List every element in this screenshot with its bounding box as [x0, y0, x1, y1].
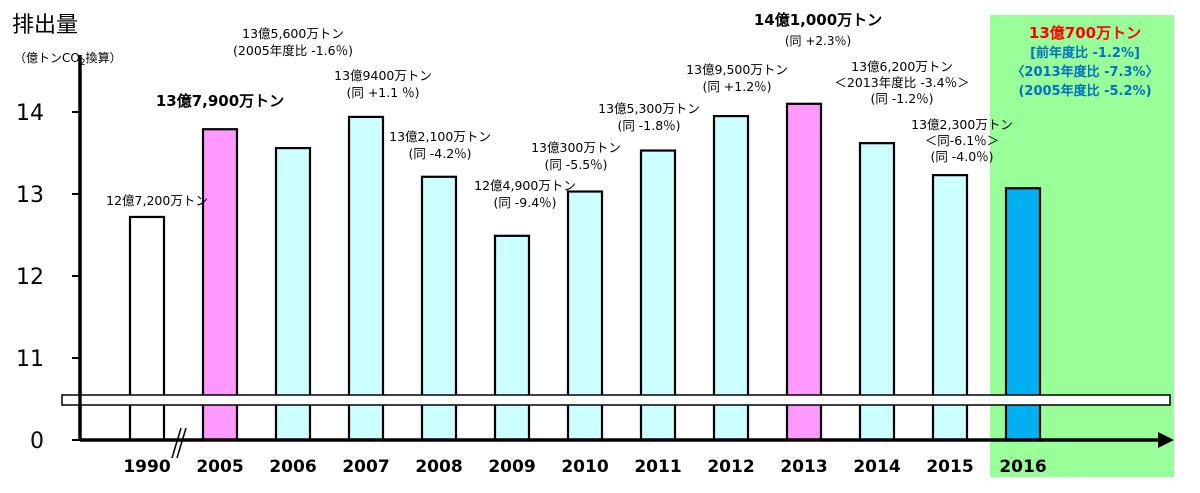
bar-2011	[639, 149, 677, 442]
annotation-2014-line-1: ＜2013年度比 -3.4％＞	[834, 75, 969, 90]
bar-2006	[274, 146, 312, 442]
annotation-2011-line-0: 13億5,300万トン	[598, 101, 700, 116]
annotation-2012-line-0: 13億9,500万トン	[686, 62, 788, 77]
x-tick-label-2007: 2007	[342, 457, 389, 477]
x-tick-label-2010: 2010	[561, 457, 608, 477]
unit-label: （億トンCO2換算）	[14, 50, 122, 68]
annotation-2014-line-2: (同 -1.2％)	[870, 91, 933, 106]
x-tick-label-2011: 2011	[634, 457, 681, 477]
x-tick-label-2008: 2008	[415, 457, 462, 477]
annotation-2016-line-0: 13億700万トン	[1029, 24, 1141, 42]
annotation-2007-line-1: (同 +1.1 ％)	[346, 85, 419, 100]
bar-2013	[785, 102, 823, 442]
annotation-2015-line-2: (同 -4.0％)	[930, 149, 993, 164]
x-tick-label-2015: 2015	[926, 457, 973, 477]
bar-2009	[493, 234, 531, 442]
axis-break-band	[61, 394, 1171, 406]
x-tick-label-2016: 2016	[999, 457, 1046, 477]
y-tick-label: 12	[16, 265, 44, 290]
annotation-2016-line-3: (2005年度比 -5.2%)	[1018, 83, 1151, 99]
annotation-2016-line-1: [前年度比 -1.2%]	[1030, 45, 1140, 61]
annotation-2009-line-1: (同 -9.4％)	[493, 195, 556, 210]
x-tick-label-2009: 2009	[488, 457, 535, 477]
annotation-2010-line-1: (同 -5.5％)	[544, 157, 607, 172]
chart-title: 排出量	[12, 13, 78, 38]
x-axis-arrowhead	[1158, 432, 1174, 448]
bar-2007	[347, 115, 385, 442]
bar-2005	[201, 128, 239, 442]
axis-break-mark	[171, 427, 187, 459]
annotation-2015-line-0: 13億2,300万トン	[911, 117, 1013, 132]
annotation-2006-line-0: 13億5,600万トン	[242, 26, 344, 41]
annotation-2015-line-1: ＜同-6.1％＞	[925, 133, 999, 148]
x-tick-label-1990: 1990	[123, 457, 170, 477]
annotation-2011-line-1: (同 -1.8％)	[617, 118, 680, 133]
annotation-2005-line-0: 13億7,900万トン	[156, 92, 284, 110]
annotation-2010-line-0: 13億300万トン	[531, 140, 621, 155]
annotation-2008-line-1: (同 -4.2％)	[408, 146, 471, 161]
bar-1990	[128, 215, 166, 442]
annotation-2014-line-0: 13億6,200万トン	[851, 59, 953, 74]
x-tick-label-2006: 2006	[269, 457, 316, 477]
y-tick-label: 11	[16, 347, 44, 372]
x-tick-label-2005: 2005	[196, 457, 243, 477]
y-tick-label: 13	[16, 183, 44, 208]
bar-2012	[712, 114, 750, 442]
x-tick-label-2014: 2014	[853, 457, 900, 477]
annotation-1990-line-0: 12億7,200万トン	[106, 193, 208, 208]
y-tick-label: 0	[30, 429, 44, 454]
annotation-2013-line-1: (同 +2.3％)	[785, 34, 851, 48]
annotation-2008-line-0: 13億2,100万トン	[389, 129, 491, 144]
annotation-2012-line-1: (同 +1.2％)	[702, 79, 771, 94]
y-tick-label: 14	[16, 101, 44, 126]
x-tick-label-2013: 2013	[780, 457, 827, 477]
annotation-2007-line-0: 13億9400万トン	[334, 68, 432, 83]
x-tick-label-2012: 2012	[707, 457, 754, 477]
annotation-2009-line-0: 12億4,900万トン	[474, 178, 576, 193]
annotation-2016-line-2: 〈2013年度比 -7.3%〉	[1011, 64, 1158, 80]
annotation-2013-line-0: 14億1,000万トン	[754, 11, 882, 29]
annotation-2006-line-1: (2005年度比 -1.6％)	[233, 43, 353, 58]
